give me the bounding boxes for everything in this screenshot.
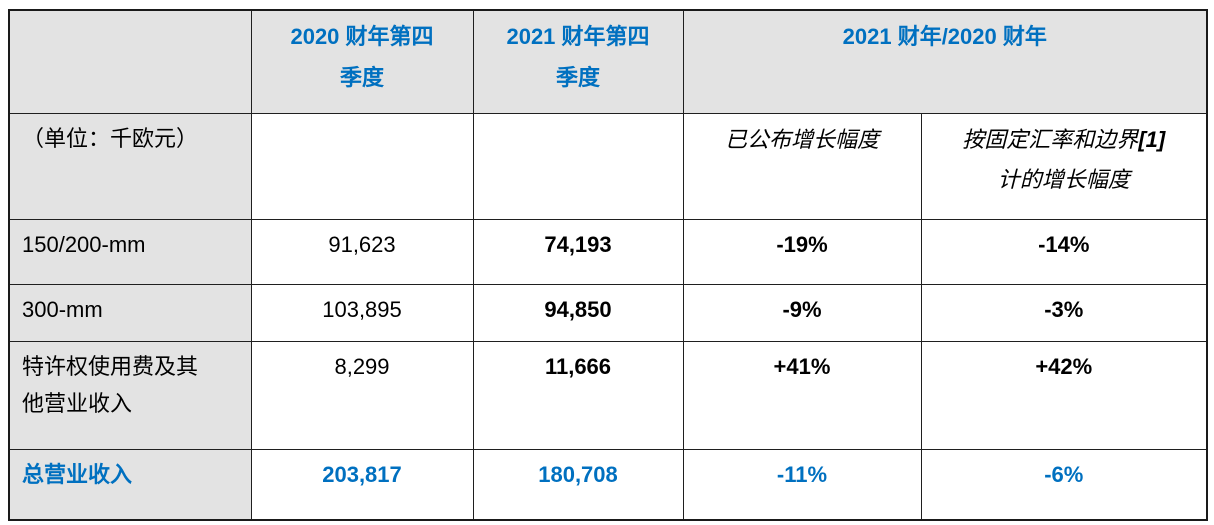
col-header-yoy: 2021 财年/2020 财年	[682, 9, 1208, 114]
empty-cell-2020	[250, 112, 474, 220]
col-header-constant-currency: 按固定汇率和边界[1] 计的增长幅度	[920, 112, 1208, 220]
row-label: 300-mm	[8, 283, 252, 342]
constant-growth: -14%	[920, 218, 1208, 285]
total-value-2020: 203,817	[250, 448, 474, 521]
table-row-300mm: 300-mm 103,895 94,850 -9% -3%	[8, 283, 1208, 342]
value-2020: 8,299	[250, 340, 474, 450]
row-label: 特许权使用费及其 他营业收入	[8, 340, 252, 450]
table-row-royalties: 特许权使用费及其 他营业收入 8,299 11,666 +41% +42%	[8, 340, 1208, 450]
row-label: 150/200-mm	[8, 218, 252, 285]
published-growth: -19%	[682, 218, 922, 285]
financial-results-table: 2020 财年第四 季度 2021 财年第四 季度 2021 财年/2020 财…	[8, 9, 1209, 521]
value-2021: 94,850	[472, 283, 684, 342]
header-row-units: （单位：千欧元） 已公布增长幅度 按固定汇率和边界[1] 计的增长幅度	[8, 112, 1208, 220]
value-2020: 103,895	[250, 283, 474, 342]
value-2020: 91,623	[250, 218, 474, 285]
total-row-label: 总营业收入	[8, 448, 252, 521]
corner-empty-cell	[8, 9, 252, 114]
published-growth: +41%	[682, 340, 922, 450]
table-row-150-200mm: 150/200-mm 91,623 74,193 -19% -14%	[8, 218, 1208, 285]
empty-cell-2021	[472, 112, 684, 220]
total-constant-growth: -6%	[920, 448, 1208, 521]
total-value-2021: 180,708	[472, 448, 684, 521]
unit-label-cell: （单位：千欧元）	[8, 112, 252, 220]
value-2021: 74,193	[472, 218, 684, 285]
constant-growth: +42%	[920, 340, 1208, 450]
total-published-growth: -11%	[682, 448, 922, 521]
col-header-q4-2020: 2020 财年第四 季度	[250, 9, 474, 114]
published-growth: -9%	[682, 283, 922, 342]
table-row-total-revenue: 总营业收入 203,817 180,708 -11% -6%	[8, 448, 1208, 521]
constant-growth: -3%	[920, 283, 1208, 342]
footnote-ref: [1]	[1138, 126, 1166, 152]
header-row-periods: 2020 财年第四 季度 2021 财年第四 季度 2021 财年/2020 财…	[8, 9, 1208, 114]
col-header-published-growth: 已公布增长幅度	[682, 112, 922, 220]
constant-currency-text-line2: 计的增长幅度	[997, 167, 1130, 193]
value-2021: 11,666	[472, 340, 684, 450]
col-header-q4-2021: 2021 财年第四 季度	[472, 9, 684, 114]
constant-currency-text: 按固定汇率和边界	[962, 126, 1139, 152]
